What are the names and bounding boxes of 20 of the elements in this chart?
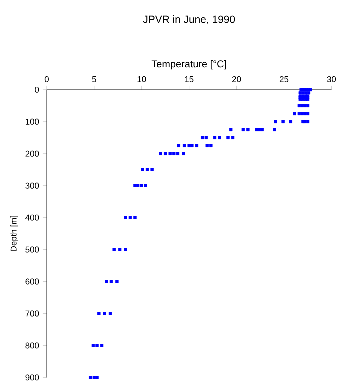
y-axis-title: Depth [m] [10,216,19,252]
x-tick-label: 5 [92,76,97,82]
y-tick-label: 600 [26,278,40,285]
y-tick-label: 700 [26,310,40,317]
x-axis-title: Temperature [°C] [152,60,226,70]
x-tick-label: 30 [327,76,336,82]
y-tick-label: 500 [26,246,40,253]
x-tick-label: 0 [45,76,50,82]
y-tick-label: 300 [26,182,40,189]
y-tick-label: 100 [26,118,40,125]
x-tick-label: 10 [138,76,146,82]
x-tick-label: 20 [232,76,242,82]
y-tick-label: 200 [26,150,40,157]
y-tick-label: 0 [35,86,40,93]
x-tick-label: 25 [280,76,289,82]
y-tick-label: 400 [26,214,40,221]
y-tick-label: 800 [26,342,40,349]
x-tick-label: 15 [185,76,194,82]
y-tick-label: 900 [26,374,40,381]
chart-title: JPVR in June, 1990 [143,16,236,24]
